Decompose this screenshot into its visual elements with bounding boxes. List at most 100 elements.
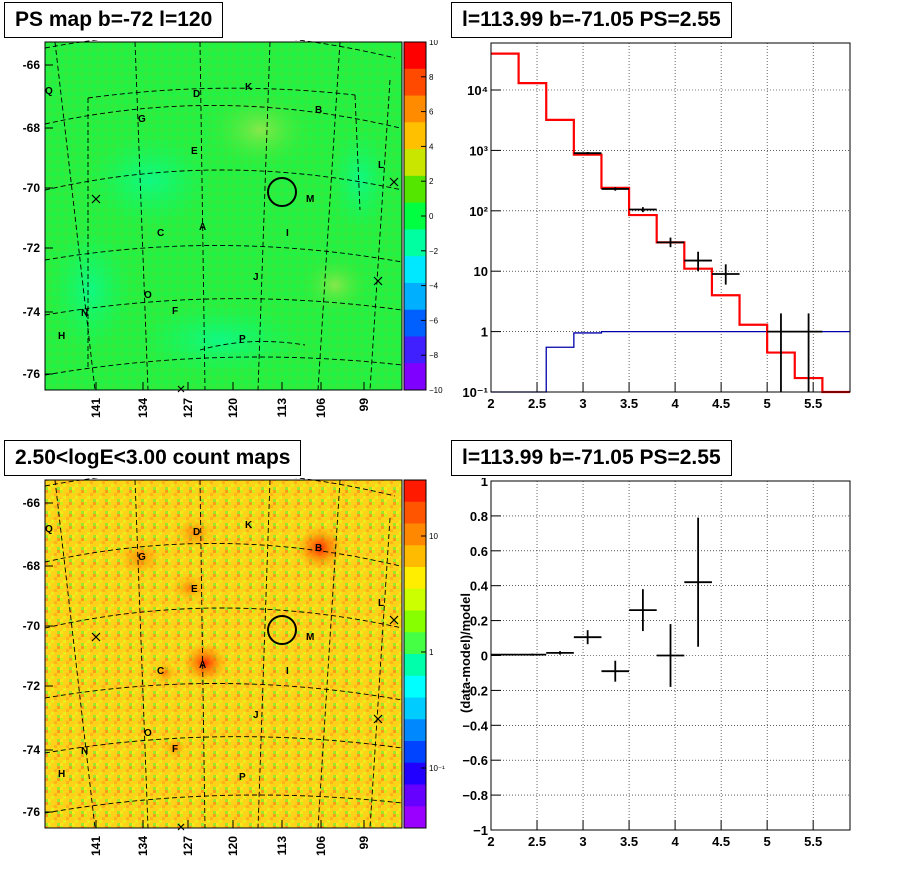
colorbar-swatch: [404, 480, 426, 503]
x-tick-label: 2: [487, 834, 494, 849]
source-label-q: Q: [45, 86, 53, 97]
y-tick-label: −0.6: [462, 753, 488, 768]
source-label-g: G: [138, 114, 146, 125]
colorbar-swatch: [404, 336, 426, 364]
colorbar-swatch: [404, 256, 426, 284]
lon-tick-label: 106: [314, 836, 328, 856]
y-tick-label: 10⁴: [467, 83, 488, 98]
source-label-q: Q: [45, 524, 53, 535]
lon-tick-label: 127: [181, 836, 195, 856]
x-tick-label: 4.5: [712, 396, 730, 411]
colorbar-swatch: [404, 175, 426, 204]
lat-tick-label: -74: [23, 743, 41, 757]
lat-tick-label: -74: [23, 305, 41, 319]
lat-tick-label: -70: [23, 619, 41, 633]
spectrum-frame: [490, 42, 851, 393]
ps-map-graticule: [44, 40, 403, 391]
count-map-panel: Q D K G B E L M A C I J O N F H P -66 -68 -70 -72 -74 -76 141…: [23, 478, 445, 856]
y-tick-label: −0.4: [462, 718, 488, 733]
data-point: [573, 152, 602, 155]
lon-tick-label: 99: [357, 836, 371, 850]
count-lon-ticks: 141 134 127 120 113 106 99: [89, 820, 371, 856]
colorbar-swatch: [404, 363, 426, 391]
x-tick-label: 5: [764, 834, 771, 849]
y-tick-label: 10³: [469, 143, 488, 158]
y-tick-label: −0.2: [462, 683, 488, 698]
colorbar-label: 4: [429, 142, 434, 151]
colorbar-swatch: [404, 42, 426, 70]
x-tick-label: 5.5: [804, 834, 822, 849]
colorbar-label: 10⁻¹: [429, 764, 445, 773]
source-label-e: E: [191, 146, 198, 157]
residual-chart: 2 2.5 3 3.5 4 4.5 5 5.5 1 0.8 0.6 0.4 0.2 0 −0.2 −0.4 −0…: [458, 478, 851, 849]
y-tick-label: 1: [481, 478, 488, 489]
colorbar-swatch: [404, 806, 426, 829]
data-point: [684, 251, 712, 272]
lon-tick-label: 134: [136, 398, 150, 418]
source-label-p: P: [239, 334, 246, 345]
x-tick-label: 3: [579, 396, 586, 411]
background-model-line: [491, 330, 850, 393]
source-label-c: C: [157, 228, 164, 239]
source-label-o: O: [144, 728, 152, 739]
source-label-k: K: [245, 520, 253, 531]
colorbar-swatch: [404, 675, 426, 698]
source-label-h: H: [58, 769, 65, 780]
residual-point: [491, 653, 519, 656]
colorbar-swatch: [404, 229, 426, 257]
lat-tick-label: -68: [23, 559, 41, 573]
source-label-n: N: [81, 308, 88, 319]
ps-colorbar: 10 8 6 4 2 0 −2 −4 −6 −8 −10: [403, 40, 443, 395]
source-label-m: M: [306, 194, 314, 205]
source-label-j: J: [253, 710, 259, 721]
x-tick-label: 2: [487, 396, 494, 411]
colorbar-swatch: [404, 654, 426, 677]
source-label-k: K: [245, 82, 253, 93]
source-label-f: F: [172, 744, 178, 755]
residual-point: [684, 517, 712, 647]
y-tick-label: −0.8: [462, 788, 488, 803]
colorbar-swatch: [404, 545, 426, 568]
colorbar-swatch: [404, 122, 426, 150]
colorbar-label: 2: [429, 177, 434, 186]
colorbar-swatch: [404, 697, 426, 720]
colorbar-swatch: [404, 68, 426, 97]
source-label-c: C: [157, 666, 164, 677]
lat-tick-label: -70: [23, 181, 41, 195]
x-tick-label: 2.5: [528, 396, 546, 411]
ps-lon-ticks: 141 134 127 120 113 106 99: [89, 382, 371, 418]
ps-map-image: [45, 42, 402, 390]
spectrum-title: l=113.99 b=-71.05 PS=2.55: [451, 2, 732, 38]
source-label-p: P: [239, 772, 246, 783]
x-tick-label: 3.5: [620, 834, 638, 849]
colorbar-swatch: [404, 588, 426, 611]
lon-tick-label: 99: [357, 398, 371, 412]
lon-tick-label: 141: [89, 398, 103, 418]
colorbar-swatch: [404, 762, 426, 785]
colorbar-label: −8: [429, 351, 439, 360]
lon-tick-label: 134: [136, 836, 150, 856]
source-label-j: J: [253, 272, 259, 283]
target-circle-counts: [267, 615, 297, 645]
total-model-line: [491, 52, 850, 394]
x-tick-label: 3.5: [620, 396, 638, 411]
ps-map-title: PS map b=-72 l=120: [4, 2, 224, 38]
source-label-b: B: [315, 105, 322, 116]
residual-axes: 2 2.5 3 3.5 4 4.5 5 5.5 1 0.8 0.6 0.4 0.2 0 −0.2 −0.4 −0…: [458, 478, 822, 849]
colorbar-swatch: [404, 202, 426, 230]
residual-point: [518, 653, 547, 656]
lon-tick-label: 106: [314, 398, 328, 418]
count-map-title: 2.50<logE<3.00 count maps: [4, 440, 302, 476]
colorbar-label: 10: [429, 532, 438, 541]
y-tick-label: 0.2: [470, 614, 488, 629]
y-tick-label: 0: [481, 649, 488, 664]
source-label-e: E: [191, 584, 198, 595]
colorbar-swatch: [404, 610, 426, 633]
residual-point: [546, 651, 574, 655]
y-tick-label: −1: [473, 823, 488, 838]
target-circle: [267, 177, 297, 207]
colorbar-label: 10: [429, 40, 438, 47]
colorbar-label: −10: [429, 386, 443, 395]
count-lat-ticks: -66 -68 -70 -72 -74 -76: [23, 496, 53, 819]
source-label-h: H: [58, 331, 65, 342]
